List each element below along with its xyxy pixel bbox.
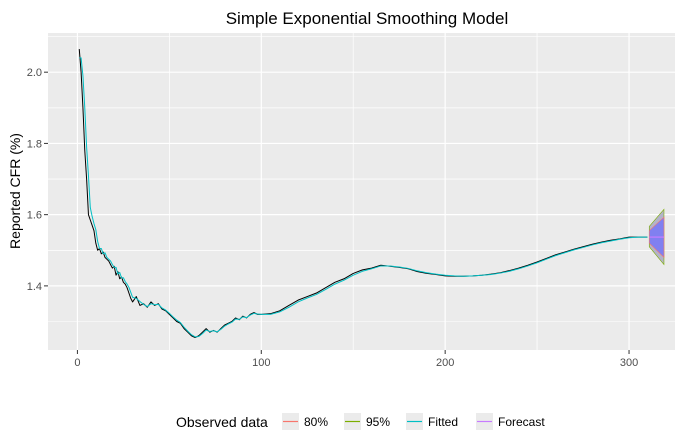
y-tick-label: 1.4 xyxy=(27,281,42,293)
axis-ticks xyxy=(44,71,630,354)
grid-major xyxy=(48,33,675,350)
legend-title: Observed data xyxy=(176,414,268,430)
y-tick-labels: 1.4 1.6 1.8 2.0 xyxy=(27,67,42,293)
legend: Observed data 80% 95% Fitted Forecast xyxy=(176,413,545,430)
legend-label: 80% xyxy=(304,415,328,429)
x-tick-label: 300 xyxy=(620,357,638,369)
y-axis-title: Reported CFR (%) xyxy=(7,133,23,249)
series-line-fitted xyxy=(79,57,648,338)
y-tick-label: 2.0 xyxy=(27,67,42,79)
x-tick-label: 100 xyxy=(252,357,270,369)
x-tick-labels: 0 100 200 300 xyxy=(74,357,638,369)
y-tick-label: 1.8 xyxy=(27,138,42,150)
legend-label: Forecast xyxy=(498,415,545,429)
y-tick-label: 1.6 xyxy=(27,210,42,222)
grid-minor xyxy=(48,33,675,350)
x-tick-label: 0 xyxy=(74,357,80,369)
series-lines xyxy=(78,48,664,339)
legend-label: Fitted xyxy=(428,415,458,429)
plot-panel xyxy=(48,33,675,350)
chart-title: Simple Exponential Smoothing Model xyxy=(226,9,509,28)
x-tick-label: 200 xyxy=(436,357,454,369)
legend-label: 95% xyxy=(366,415,390,429)
